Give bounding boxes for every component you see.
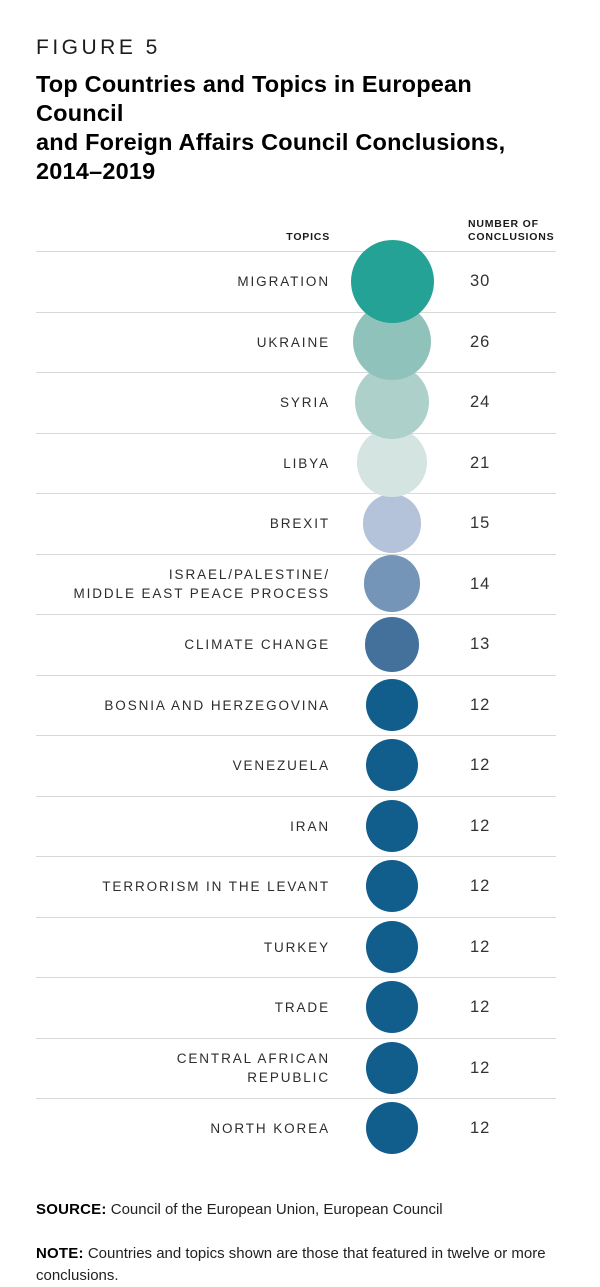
topic-label: NORTH KOREA (210, 1121, 330, 1137)
topics-column-header: TOPICS (286, 231, 330, 243)
conclusions-count: 13 (470, 635, 491, 654)
table-row: ISRAEL/PALESTINE/ MIDDLE EAST PEACE PROC… (36, 553, 556, 615)
table-row: TERRORISM IN THE LEVANT 12 (36, 856, 556, 917)
figure-number-label: FIGURE 5 (36, 36, 161, 59)
topic-label: TURKEY (263, 939, 330, 955)
topic-label: MIGRATION (237, 274, 330, 290)
bubble-chart: TOPICS NUMBER OF CONCLUSIONS MIGRATION 30… (36, 202, 556, 1159)
topic-bubble (365, 799, 419, 852)
conclusions-count: 21 (470, 453, 491, 472)
topic-bubble (362, 493, 422, 553)
topic-label: SYRIA (279, 395, 330, 411)
conclusions-count: 12 (470, 937, 491, 956)
source-text: Council of the European Union, European … (110, 1200, 443, 1218)
conclusions-count: 12 (470, 756, 491, 775)
topic-label: CLIMATE CHANGE (184, 637, 330, 653)
table-row: VENEZUELA 12 (36, 735, 556, 796)
figure-title-line-2: and Foreign Affairs Council Conclusions, (36, 129, 506, 155)
topic-label: ISRAEL/PALESTINE/ MIDDLE EAST PEACE PROC… (73, 567, 330, 602)
table-row: LIBYA 21 (36, 432, 556, 494)
table-row: IRAN 12 (36, 795, 556, 857)
figure-title: Top Countries and Topics in European Cou… (36, 70, 564, 186)
source-note: SOURCE: Council of the European Union, E… (36, 1199, 561, 1220)
topic-label: CENTRAL AFRICAN REPUBLIC (176, 1051, 330, 1086)
number-of-conclusions-column-header: NUMBER OF CONCLUSIONS (468, 218, 555, 243)
topic-label: TERRORISM IN THE LEVANT (102, 879, 330, 895)
topic-label: BOSNIA AND HERZEGOVINA (104, 697, 330, 713)
table-row: SYRIA 24 (36, 372, 556, 433)
topic-bubble (365, 739, 419, 792)
chart-rows: MIGRATION 30 UKRAINE 26 SYRIA 24 LIBYA 21 BREXIT… (36, 239, 556, 1159)
conclusions-count: 12 (470, 998, 491, 1017)
table-row: BOSNIA AND HERZEGOVINA 12 (36, 674, 556, 736)
topic-label: TRADE (274, 1000, 330, 1016)
table-row: MIGRATION 30 (36, 251, 556, 312)
conclusions-count: 24 (470, 393, 491, 412)
note-text: Countries and topics shown are those tha… (36, 1244, 546, 1284)
topic-label: VENEZUELA (232, 758, 330, 774)
topic-bubble (365, 678, 419, 731)
topic-label: BREXIT (269, 516, 330, 532)
figure-title-line-3: 2014–2019 (36, 158, 156, 184)
table-row: UKRAINE 26 (36, 311, 556, 373)
conclusions-count: 12 (470, 816, 491, 835)
table-row: TURKEY 12 (36, 916, 556, 978)
figure-title-line-1: Top Countries and Topics in European Cou… (36, 71, 472, 126)
table-row: CENTRAL AFRICAN REPUBLIC 12 (36, 1037, 556, 1099)
conclusions-count: 12 (470, 1058, 491, 1077)
topic-bubble (363, 555, 421, 613)
conclusions-count: 26 (470, 332, 491, 351)
topic-bubble (365, 1102, 419, 1155)
source-label: SOURCE: (36, 1200, 107, 1218)
topic-bubble (357, 428, 427, 498)
table-row: NORTH KOREA 12 (36, 1098, 556, 1159)
conclusions-count: 15 (470, 514, 491, 533)
conclusions-count: 12 (470, 695, 491, 714)
topic-bubble (365, 920, 419, 973)
chart-column-headers: TOPICS NUMBER OF CONCLUSIONS (36, 202, 556, 251)
topic-bubble (350, 239, 434, 323)
conclusions-count: 30 (470, 272, 491, 291)
topic-bubble (365, 1041, 419, 1094)
topic-label: IRAN (290, 818, 330, 834)
note-label: NOTE: (36, 1244, 84, 1262)
topic-bubble (365, 860, 419, 913)
table-row: TRADE 12 (36, 977, 556, 1038)
topic-label: UKRAINE (256, 334, 330, 350)
table-row: CLIMATE CHANGE 13 (36, 614, 556, 675)
topic-bubble (364, 616, 420, 672)
topic-bubble (365, 981, 419, 1034)
topic-label: LIBYA (283, 455, 330, 471)
conclusions-count: 12 (470, 877, 491, 896)
conclusions-count: 14 (470, 574, 491, 593)
note: NOTE: Countries and topics shown are tho… (36, 1243, 561, 1287)
conclusions-count: 12 (470, 1119, 491, 1138)
table-row: BREXIT 15 (36, 493, 556, 554)
